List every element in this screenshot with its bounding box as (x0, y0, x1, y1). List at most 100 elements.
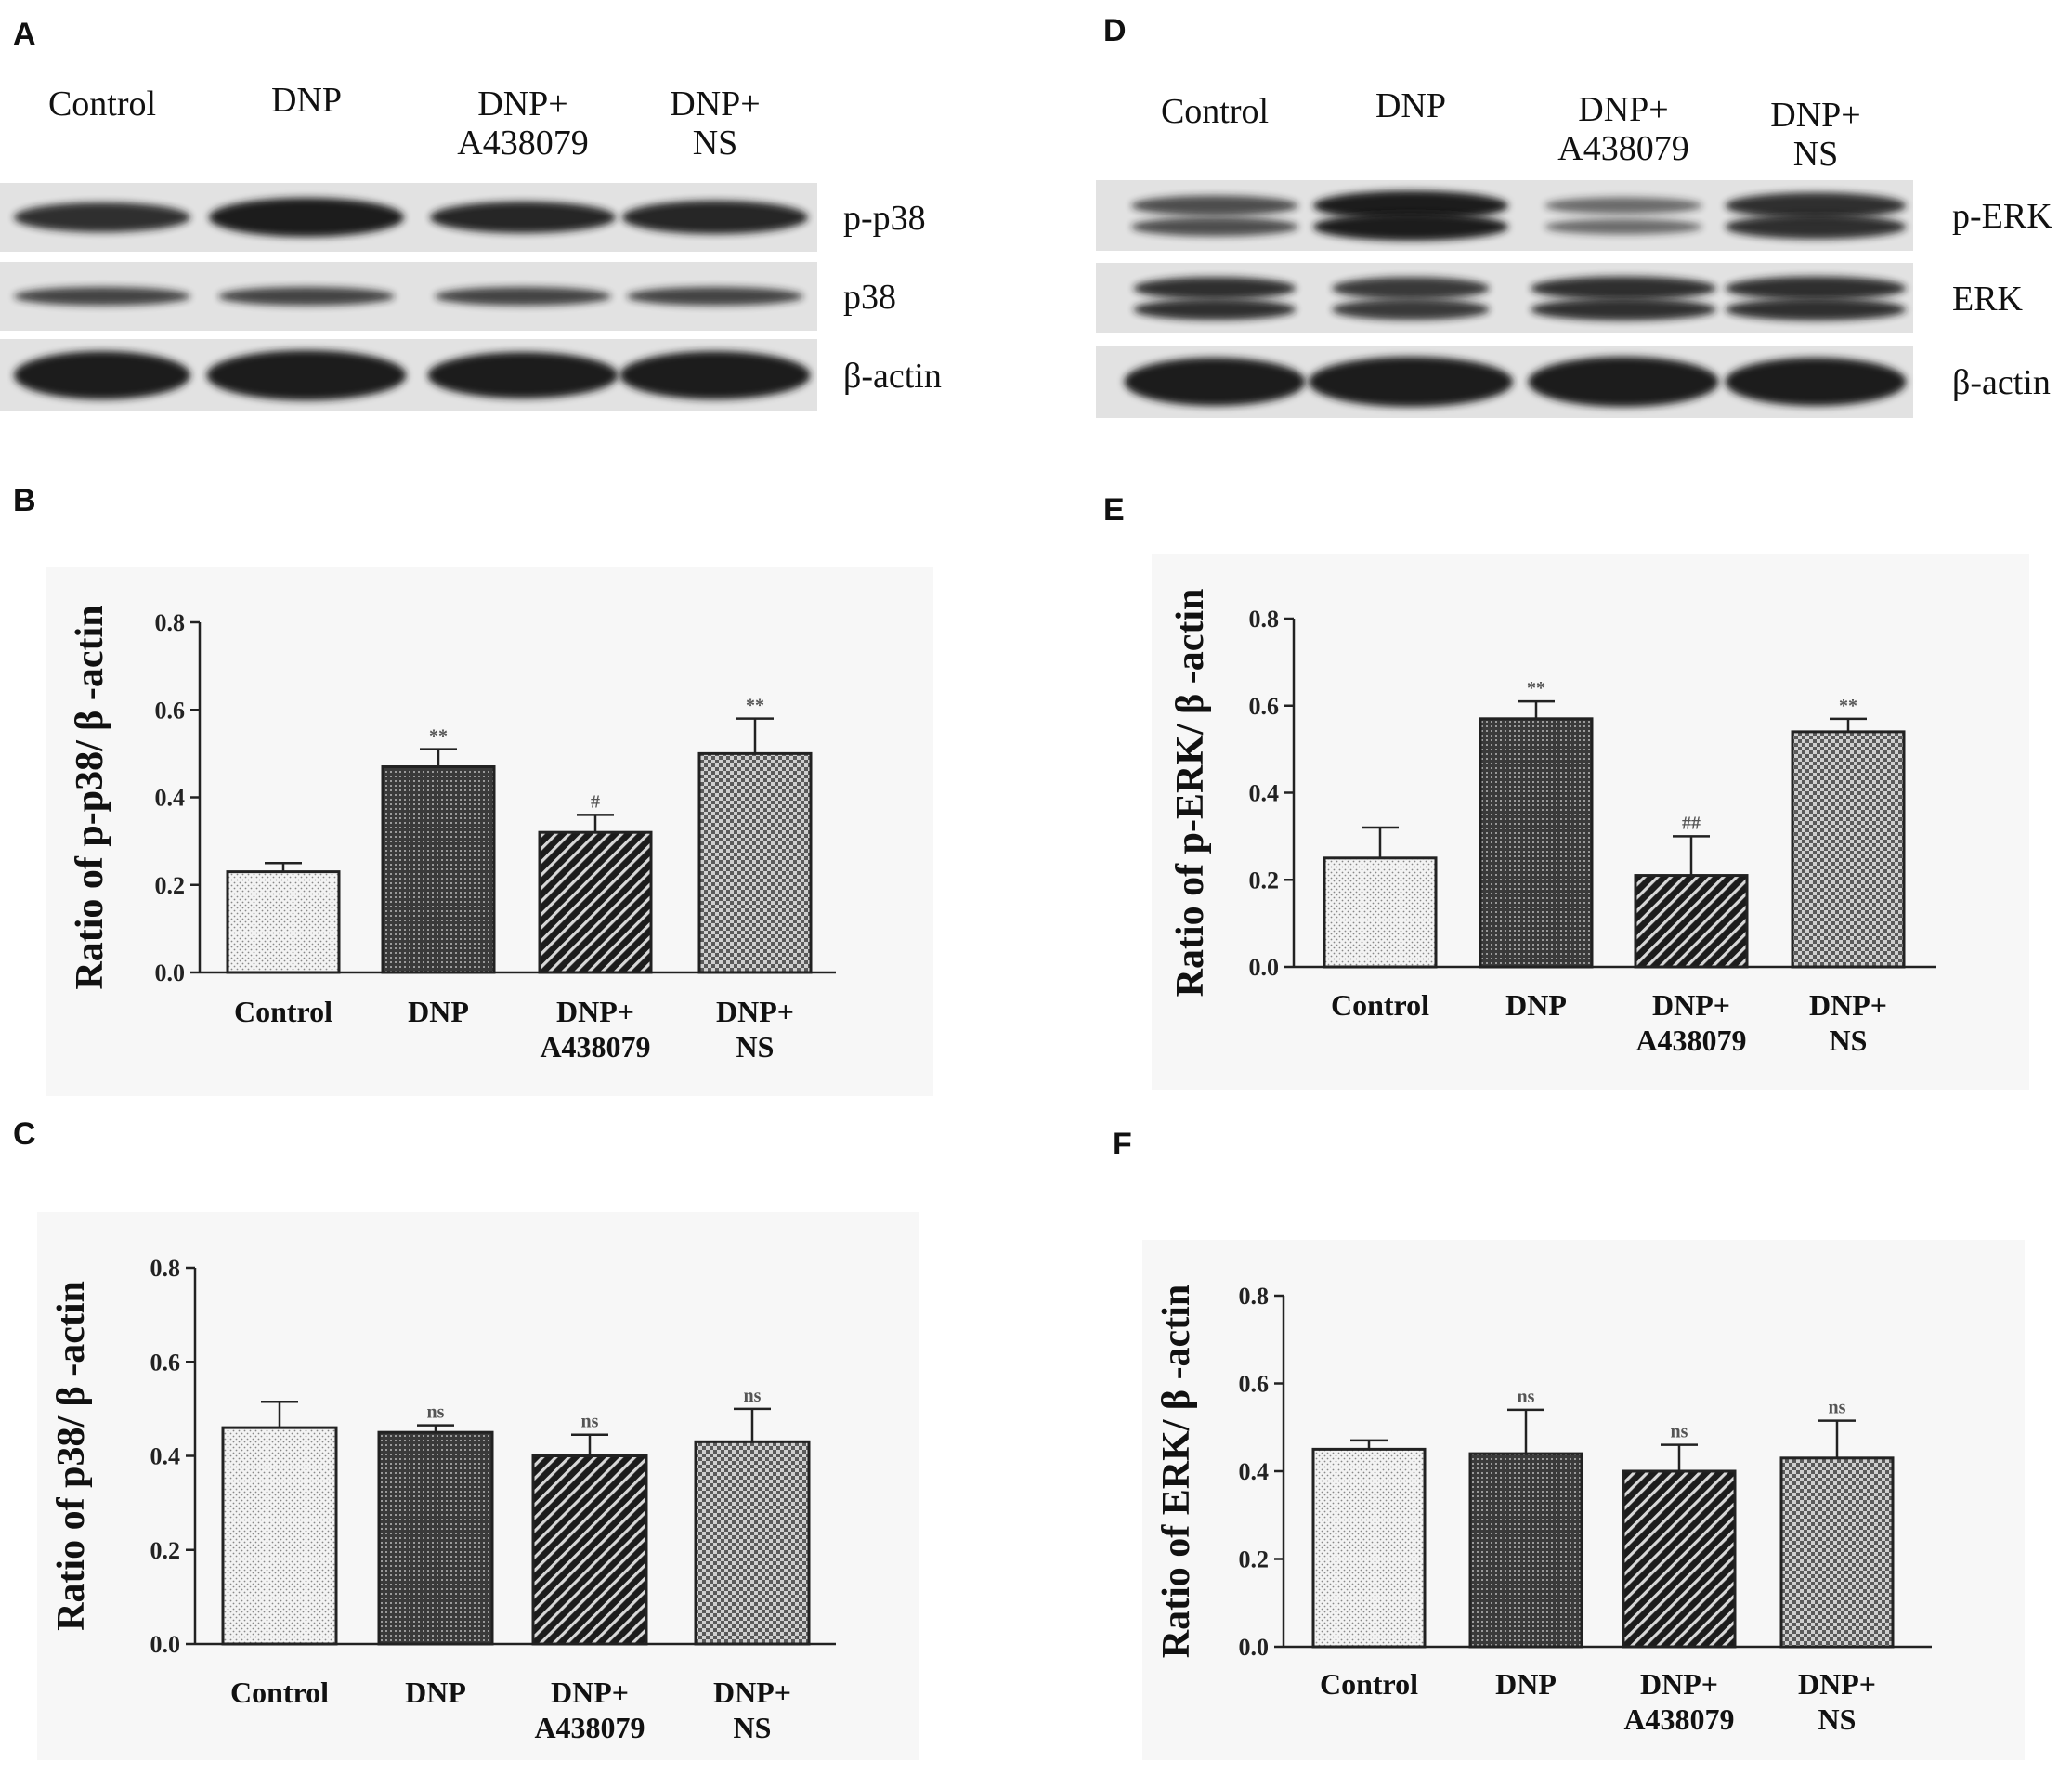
y-tick-label: 0.0 (1249, 954, 1280, 981)
x-category-label: DNP+ (1798, 1667, 1876, 1701)
blot-lane-label: DNP (271, 81, 342, 120)
y-tick-label: 0.8 (1239, 1283, 1270, 1310)
blot-row-label: β-actin (843, 357, 942, 396)
x-category-label: A438079 (540, 1030, 650, 1063)
blot-band (1133, 277, 1297, 300)
blot-lane-label: NS (1793, 135, 1839, 174)
blot-band (1313, 190, 1508, 221)
y-tick-label: 0.0 (150, 1631, 181, 1658)
blot-row-label: β-actin (1952, 363, 2051, 402)
blot-band (1544, 197, 1702, 215)
significance-label: ns (581, 1412, 599, 1432)
significance-label: ns (427, 1402, 445, 1423)
blot-band (427, 352, 619, 398)
blot-band (1309, 357, 1513, 407)
blot-band (1131, 216, 1298, 237)
bar-chart-f: 0.0 0.2 0.4 0.6 0.8 Ratio of ERK/ β -actin Con… (1142, 1240, 2025, 1760)
x-category-label: DNP+ (551, 1676, 629, 1709)
blot-band (1531, 276, 1716, 301)
bar-3 (1779, 1456, 1895, 1649)
y-tick-label: 0.8 (150, 1255, 181, 1282)
significance-label: ns (1518, 1387, 1535, 1407)
significance-label: ** (746, 696, 764, 716)
bar-0 (226, 870, 341, 974)
x-category-label: DNP (1505, 988, 1567, 1022)
x-category-label: DNP+ (556, 995, 634, 1028)
y-axis-title: Ratio of p-ERK/ β -actin (1169, 589, 1212, 998)
blot-lane-label: Control (48, 85, 156, 124)
blot-lane-label: DNP+ (1770, 96, 1860, 135)
blot-lane-label: A438079 (457, 124, 588, 163)
blot-lane-label: A438079 (1557, 129, 1688, 168)
blot-row-label: p-ERK (1952, 197, 2052, 236)
x-category-label: A438079 (1623, 1702, 1734, 1736)
x-category-label: DNP+ (1652, 988, 1730, 1022)
blot-band (14, 202, 190, 232)
y-tick-label: 0.4 (155, 785, 186, 812)
bar-3 (694, 1440, 811, 1646)
blot-band (206, 350, 407, 400)
y-tick-label: 0.6 (150, 1349, 181, 1376)
panel-label-b: B (13, 483, 36, 518)
blot-band (1131, 195, 1298, 216)
blot-band (1725, 358, 1907, 406)
y-tick-label: 0.8 (1249, 606, 1280, 633)
y-tick-label: 0.2 (150, 1537, 181, 1564)
panel-label-f: F (1113, 1127, 1132, 1162)
blot-band (1544, 218, 1702, 235)
blot-band (1313, 213, 1508, 241)
x-category-label: Control (1320, 1667, 1418, 1701)
bar-0 (1323, 856, 1438, 969)
blot-band (627, 287, 803, 306)
y-tick-label: 0.2 (155, 872, 186, 899)
bar-3 (697, 751, 813, 974)
x-category-label: A438079 (534, 1711, 645, 1744)
blot-band (619, 351, 811, 399)
panel-label-d: D (1103, 13, 1127, 48)
panel-label-e: E (1103, 492, 1125, 528)
y-tick-label: 0.8 (155, 609, 186, 636)
y-tick-label: 0.4 (1239, 1458, 1270, 1485)
blot-band (1725, 192, 1907, 219)
blot-lane-label: Control (1161, 92, 1269, 131)
x-category-label: NS (1830, 1024, 1868, 1057)
blot-lane-label: DNP+ (1578, 90, 1668, 129)
significance-label: ** (1527, 678, 1545, 698)
bar-chart-b: 0.0 0.2 0.4 0.6 0.8 Ratio of p-p38/ β -actin C… (46, 567, 933, 1096)
x-category-label: Control (1331, 988, 1429, 1022)
blot-band (1725, 298, 1907, 321)
bar-0 (1311, 1447, 1427, 1649)
x-category-label: DNP+ (1640, 1667, 1718, 1701)
significance-label: ** (1839, 696, 1857, 716)
y-tick-label: 0.4 (150, 1443, 181, 1470)
x-category-label: NS (1818, 1702, 1857, 1736)
x-category-label: DNP+ (716, 995, 794, 1028)
x-category-label: DNP (405, 1676, 466, 1709)
y-tick-label: 0.2 (1249, 867, 1280, 894)
blot-band (1133, 298, 1297, 320)
bar-0 (221, 1426, 338, 1646)
y-axis-title: Ratio of p-p38/ β -actin (69, 605, 111, 989)
bar-2 (538, 830, 653, 974)
bar-3 (1791, 730, 1906, 969)
x-category-label: Control (230, 1676, 329, 1709)
y-axis-title: Ratio of ERK/ β -actin (1155, 1285, 1198, 1658)
y-tick-label: 0.6 (1249, 693, 1280, 720)
blot-band (1725, 276, 1907, 301)
x-category-label: DNP (408, 995, 469, 1028)
blot-band (14, 351, 190, 399)
panel-label-c: C (13, 1116, 36, 1152)
y-tick-label: 0.0 (1239, 1634, 1270, 1661)
blot-band (209, 198, 404, 237)
x-category-label: NS (734, 1711, 772, 1744)
significance-label: ## (1682, 813, 1701, 833)
bar-1 (1479, 717, 1594, 969)
blot-lane-label: DNP (1375, 86, 1446, 125)
blot-row-label: p38 (843, 278, 896, 317)
bar-1 (1468, 1452, 1583, 1649)
blot-band (1528, 357, 1719, 407)
blot-row-label: p-p38 (843, 199, 926, 238)
y-tick-label: 0.2 (1239, 1546, 1270, 1573)
blot-lane-label: DNP+ (477, 85, 567, 124)
bar-chart-c: 0.0 0.2 0.4 0.6 0.8 Ratio of p38/ β -actin Con… (37, 1212, 919, 1760)
